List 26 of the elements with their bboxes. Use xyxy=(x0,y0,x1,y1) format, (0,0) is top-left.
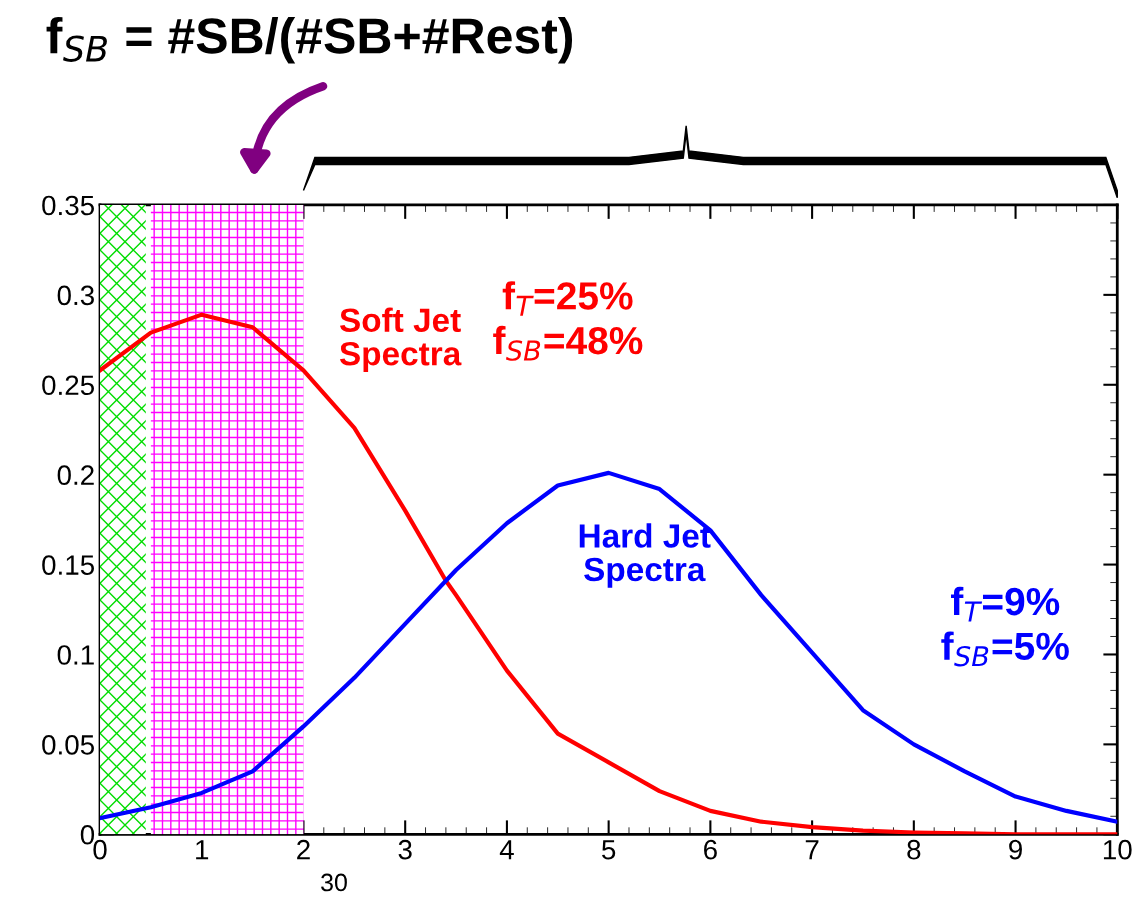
x-tick-label: 4 xyxy=(499,840,514,860)
y-tick-label: 0.1 xyxy=(57,645,94,665)
y-tick-label: 0 xyxy=(80,824,95,845)
x-tick-label: 2 xyxy=(297,839,310,860)
y-tick-label: 0.35 xyxy=(42,195,94,216)
x-tick-label: 6 xyxy=(704,839,717,860)
x-tick-label: 7 xyxy=(805,840,819,860)
y-tick-label: 0.25 xyxy=(42,375,94,396)
x-tick-label: 1 xyxy=(196,840,209,860)
x-tick-label: 5 xyxy=(602,840,616,860)
series-label: Hard Jet Spectra xyxy=(579,523,711,588)
x-tick-label: 3 xyxy=(398,839,412,860)
x-tick-label: 10 xyxy=(1103,839,1132,860)
y-tick-label: 0.05 xyxy=(42,735,94,755)
text: 30 xyxy=(321,873,347,892)
annotation: f$_{T}$=9% f$_{SB}$=5% xyxy=(941,586,1069,667)
y-tick-label: 0.3 xyxy=(57,285,94,306)
chart-title: f$_{SB}$ = #SB/(#SB+#Rest) xyxy=(46,16,573,64)
x-tick-label: 8 xyxy=(907,839,921,860)
series-label: Soft Jet Spectra xyxy=(339,307,462,373)
y-tick-label: 0.15 xyxy=(42,555,94,575)
y-tick-label: 0.2 xyxy=(57,465,94,486)
line-series xyxy=(100,470,1118,824)
x-tick-label: 9 xyxy=(1009,839,1022,860)
annotation: f$_{T}$=25% f$_{SB}$=48% xyxy=(493,281,643,361)
x-tick-label: 0 xyxy=(93,839,107,860)
